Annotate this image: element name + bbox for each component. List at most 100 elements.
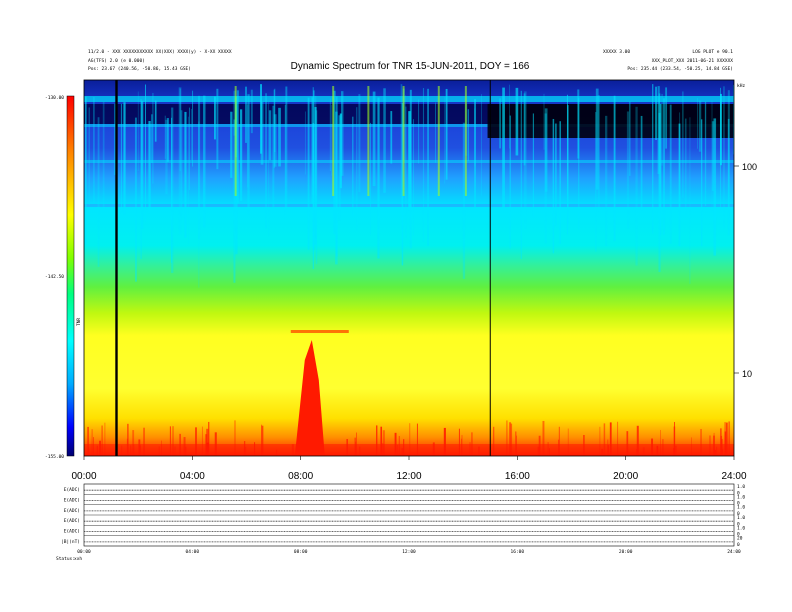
cyan-streak <box>595 88 599 190</box>
bottom-tick-label: 20:00 <box>619 549 633 555</box>
x-tick-label: 08:00 <box>288 471 313 482</box>
red-spike <box>538 435 541 456</box>
cyan-streak <box>628 101 631 176</box>
red-spike <box>700 428 702 456</box>
x-tick-label: 16:00 <box>505 471 530 482</box>
cyan-streak <box>595 112 597 252</box>
red-spike <box>206 428 209 456</box>
panel-label: |B|(nT) <box>61 539 80 545</box>
cyan-streak <box>578 97 580 230</box>
cyan-streak <box>97 117 100 267</box>
cyan-streak <box>427 88 429 246</box>
cyan-streak <box>336 96 338 257</box>
red-spike <box>691 437 692 456</box>
cyan-streak <box>260 101 264 165</box>
red-spike <box>674 445 677 456</box>
red-spike <box>234 420 236 456</box>
header-right-id: LOG PLOT e 90.1 <box>692 49 733 55</box>
cyan-streak <box>474 108 476 167</box>
red-spike <box>99 440 101 456</box>
cyan-streak <box>405 95 406 199</box>
red-spike <box>104 422 106 456</box>
cyan-streak <box>102 101 105 214</box>
cyan-streak <box>523 91 527 230</box>
cyan-streak <box>180 110 183 218</box>
cyan-streak <box>640 115 643 211</box>
cyan-streak <box>733 84 734 155</box>
cyan-streak <box>481 94 483 196</box>
red-spike <box>714 449 717 456</box>
cyan-streak <box>137 91 139 171</box>
red-spike <box>243 441 246 456</box>
x-tick-label: 04:00 <box>180 471 205 482</box>
x-tick-label: 24:00 <box>721 471 746 482</box>
cyan-streak <box>260 84 262 154</box>
red-spike <box>626 431 629 456</box>
red-spike <box>143 427 145 456</box>
spectrum-bands <box>84 84 734 456</box>
red-spike <box>397 444 399 456</box>
red-spike <box>461 438 462 456</box>
cyan-streak <box>520 90 522 259</box>
red-spike <box>458 428 460 456</box>
cyan-streak <box>405 106 407 239</box>
burst-line <box>290 330 349 333</box>
spectrum-vertical-lines <box>115 80 491 456</box>
cyan-streak <box>245 86 247 143</box>
red-spike <box>609 422 612 456</box>
burst-streak <box>437 86 440 196</box>
cyan-streak <box>400 84 403 205</box>
cyan-streak <box>240 109 243 201</box>
panel-tick: 1.0 <box>737 505 745 511</box>
panel-tick: 0 <box>737 511 740 517</box>
cyan-streak <box>203 95 206 228</box>
red-spike <box>537 446 540 456</box>
cyan-streak <box>566 94 568 235</box>
cyan-streak <box>659 103 662 236</box>
bottom-tick-label: 16:00 <box>511 549 525 555</box>
red-spike <box>133 444 135 456</box>
red-spike <box>416 423 418 456</box>
red-spike <box>261 425 264 456</box>
cyan-streak <box>85 96 87 245</box>
cyan-streak <box>356 107 358 231</box>
cyan-streak <box>142 100 144 230</box>
cyan-streak <box>701 119 703 246</box>
panel-label: E(ADC) <box>64 529 80 535</box>
cyan-streak <box>711 100 713 212</box>
bottom-tick-label: 00:00 <box>77 549 91 555</box>
cyan-streak <box>413 119 414 236</box>
cyan-streak <box>711 121 715 191</box>
red-spike <box>356 432 357 456</box>
cyan-streak <box>284 104 286 219</box>
cyan-streak <box>401 102 404 266</box>
cyan-streak <box>230 111 233 178</box>
cyan-streak <box>338 115 341 221</box>
cyan-streak <box>134 117 137 282</box>
cyan-streak <box>246 104 249 188</box>
cyan-streak <box>88 107 90 205</box>
burst-red-plume <box>294 340 325 456</box>
bottom-tick-label: 24:00 <box>727 549 741 555</box>
burst-streak <box>332 86 335 196</box>
red-spike <box>158 446 160 456</box>
red-spike <box>169 426 171 456</box>
red-spike <box>720 435 723 456</box>
colorbar-tick-top: -130.00 <box>45 95 64 101</box>
cyan-streak <box>339 113 342 189</box>
cyan-streak <box>555 123 557 226</box>
red-spike <box>506 420 508 456</box>
red-spike <box>607 445 609 456</box>
red-spike <box>174 446 176 456</box>
cyan-streak <box>358 94 361 193</box>
red-spike <box>516 435 517 456</box>
cyan-streak <box>626 111 630 229</box>
cyan-streak <box>165 119 168 195</box>
cyan-streak <box>390 111 393 164</box>
cyan-streak <box>145 84 146 222</box>
cyan-streak <box>698 100 702 152</box>
red-spike <box>91 429 93 456</box>
red-floor <box>84 444 734 456</box>
cyan-streak <box>409 89 412 249</box>
red-spike <box>542 420 545 456</box>
